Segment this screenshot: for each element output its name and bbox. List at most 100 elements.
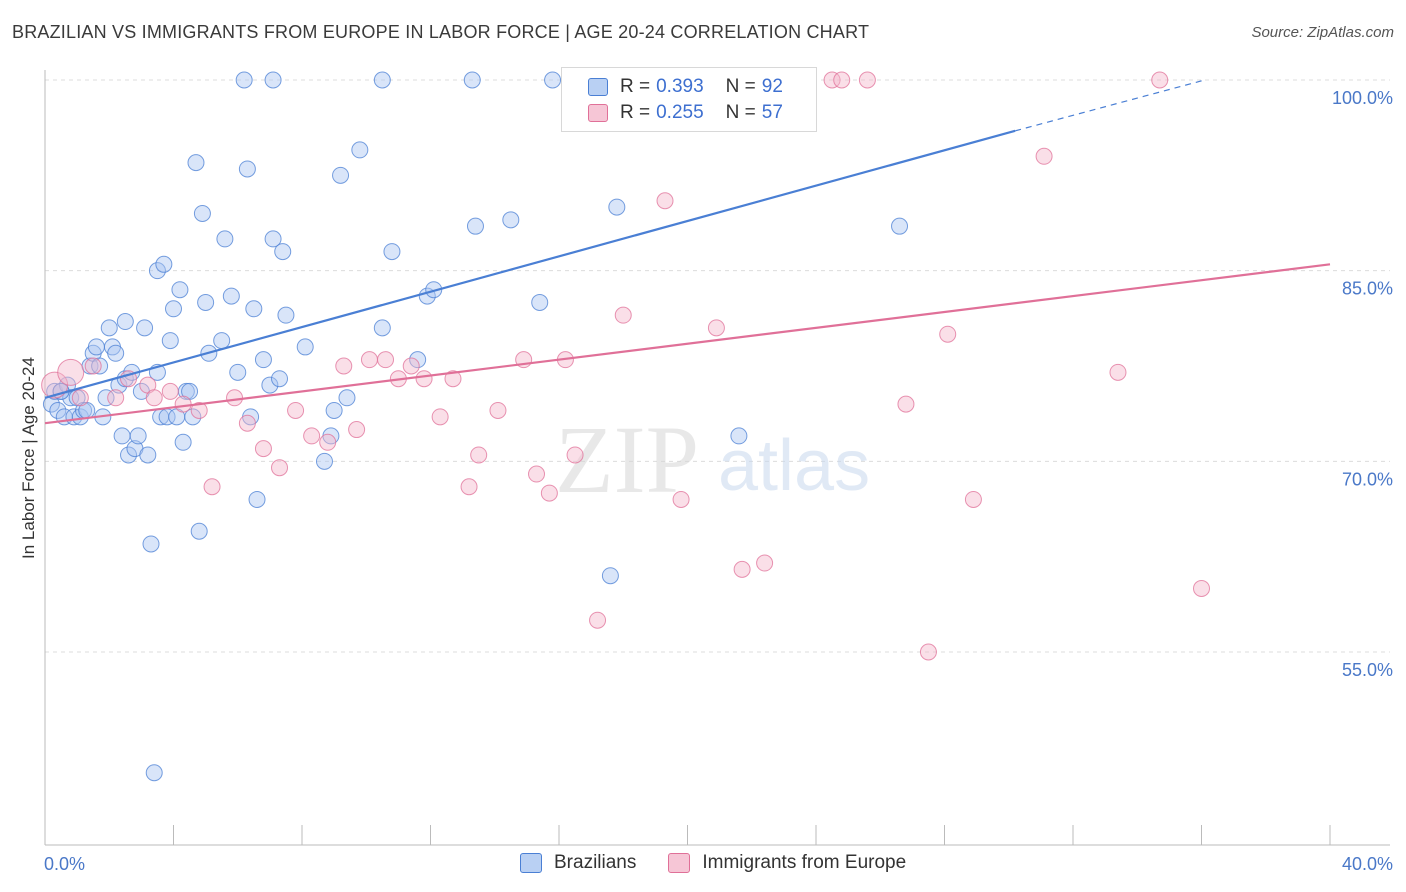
legend-swatch-brazilians bbox=[520, 853, 542, 873]
point-europe bbox=[145, 389, 163, 407]
trend-line-brazilians bbox=[44, 129, 1016, 399]
point-europe bbox=[238, 414, 256, 432]
point-brazilians bbox=[155, 255, 173, 273]
point-europe bbox=[84, 357, 102, 375]
point-europe bbox=[614, 306, 632, 324]
point-brazilians bbox=[107, 344, 125, 362]
point-europe bbox=[733, 560, 751, 578]
point-brazilians bbox=[165, 300, 182, 318]
watermark: ZIP atlas bbox=[555, 406, 870, 513]
legend-row-europe: R = 0.255 N = 57 bbox=[588, 100, 783, 126]
n-label: N = bbox=[725, 102, 756, 123]
point-brazilians bbox=[891, 217, 909, 235]
point-brazilians bbox=[264, 230, 282, 248]
y-axis-title: In Labor Force | Age 20-24 bbox=[19, 357, 38, 559]
point-europe bbox=[161, 382, 179, 400]
point-brazilians bbox=[730, 427, 748, 445]
point-brazilians bbox=[608, 198, 626, 216]
point-europe bbox=[964, 490, 982, 508]
point-europe bbox=[939, 325, 957, 343]
point-brazilians bbox=[161, 332, 179, 350]
point-brazilians bbox=[238, 160, 256, 178]
point-europe bbox=[566, 446, 584, 464]
n-value-europe: 57 bbox=[761, 102, 783, 123]
legend-swatch-europe bbox=[588, 104, 608, 122]
point-brazilians bbox=[315, 452, 333, 470]
point-brazilians bbox=[409, 351, 427, 369]
point-europe bbox=[287, 401, 305, 419]
legend-item-europe[interactable]: Immigrants from Europe bbox=[668, 852, 906, 874]
r-value-europe: 0.255 bbox=[656, 102, 704, 123]
correlation-legend: R = 0.393 N = 92 R = 0.255 N = 57 bbox=[561, 67, 817, 132]
point-europe bbox=[377, 351, 395, 369]
point-europe bbox=[319, 433, 337, 451]
x-tick-label-max: 40.0% bbox=[1342, 854, 1393, 874]
point-brazilians bbox=[229, 363, 247, 381]
point-europe bbox=[833, 71, 851, 89]
point-europe bbox=[203, 478, 221, 496]
point-brazilians bbox=[120, 446, 138, 464]
point-europe bbox=[756, 554, 774, 572]
point-brazilians bbox=[193, 204, 211, 222]
point-europe bbox=[190, 401, 208, 419]
point-brazilians bbox=[136, 319, 154, 337]
point-brazilians bbox=[174, 433, 192, 451]
y-tick-label: 55.0% bbox=[1342, 660, 1393, 680]
y-tick-label: 70.0% bbox=[1342, 469, 1393, 489]
point-brazilians bbox=[325, 401, 343, 419]
n-value-brazilians: 92 bbox=[761, 76, 783, 97]
point-europe bbox=[303, 427, 321, 445]
chart-title: BRAZILIAN VS IMMIGRANTS FROM EUROPE IN L… bbox=[12, 22, 870, 42]
legend-row-brazilians: R = 0.393 N = 92 bbox=[588, 74, 783, 100]
point-brazilians bbox=[351, 141, 369, 159]
point-brazilians bbox=[190, 522, 208, 540]
point-brazilians bbox=[601, 567, 619, 585]
point-brazilians bbox=[213, 332, 231, 350]
axes bbox=[44, 70, 1390, 846]
point-europe bbox=[107, 389, 125, 407]
point-europe bbox=[71, 389, 89, 407]
point-brazilians bbox=[222, 287, 240, 305]
point-brazilians bbox=[277, 306, 295, 324]
point-brazilians bbox=[113, 427, 131, 445]
point-brazilians bbox=[296, 338, 314, 356]
point-brazilians bbox=[49, 401, 67, 419]
point-europe bbox=[919, 643, 937, 661]
point-europe bbox=[402, 357, 420, 375]
point-brazilians bbox=[383, 243, 401, 261]
point-europe bbox=[823, 71, 841, 89]
point-europe bbox=[335, 357, 353, 375]
point-brazilians bbox=[235, 71, 253, 89]
legend-label-brazilians: Brazilians bbox=[554, 852, 637, 873]
point-europe bbox=[415, 370, 433, 388]
point-brazilians bbox=[544, 71, 562, 89]
point-brazilians bbox=[254, 351, 272, 369]
point-europe bbox=[672, 490, 690, 508]
series-europe bbox=[41, 71, 1210, 661]
point-brazilians bbox=[271, 370, 289, 388]
point-brazilians bbox=[248, 490, 266, 508]
point-brazilians bbox=[100, 319, 118, 337]
legend-item-brazilians[interactable]: Brazilians bbox=[520, 852, 636, 874]
point-europe bbox=[360, 351, 378, 369]
point-europe bbox=[707, 319, 725, 337]
point-europe bbox=[540, 484, 558, 502]
point-europe bbox=[254, 440, 272, 458]
point-brazilians bbox=[531, 293, 549, 311]
point-brazilians bbox=[332, 166, 350, 184]
point-europe bbox=[897, 395, 915, 413]
source-credit: Source: ZipAtlas.com bbox=[1251, 24, 1394, 41]
watermark-zip: ZIP bbox=[555, 406, 699, 513]
point-brazilians bbox=[274, 243, 292, 261]
y-tick-label: 85.0% bbox=[1342, 279, 1393, 299]
point-europe bbox=[460, 478, 478, 496]
r-label: R = bbox=[620, 76, 651, 97]
y-tick-label: 100.0% bbox=[1332, 88, 1393, 108]
point-brazilians bbox=[145, 764, 163, 782]
n-label: N = bbox=[725, 76, 756, 97]
point-brazilians bbox=[87, 338, 105, 356]
point-brazilians bbox=[264, 71, 282, 89]
point-europe bbox=[858, 71, 876, 89]
point-brazilians bbox=[216, 230, 234, 248]
